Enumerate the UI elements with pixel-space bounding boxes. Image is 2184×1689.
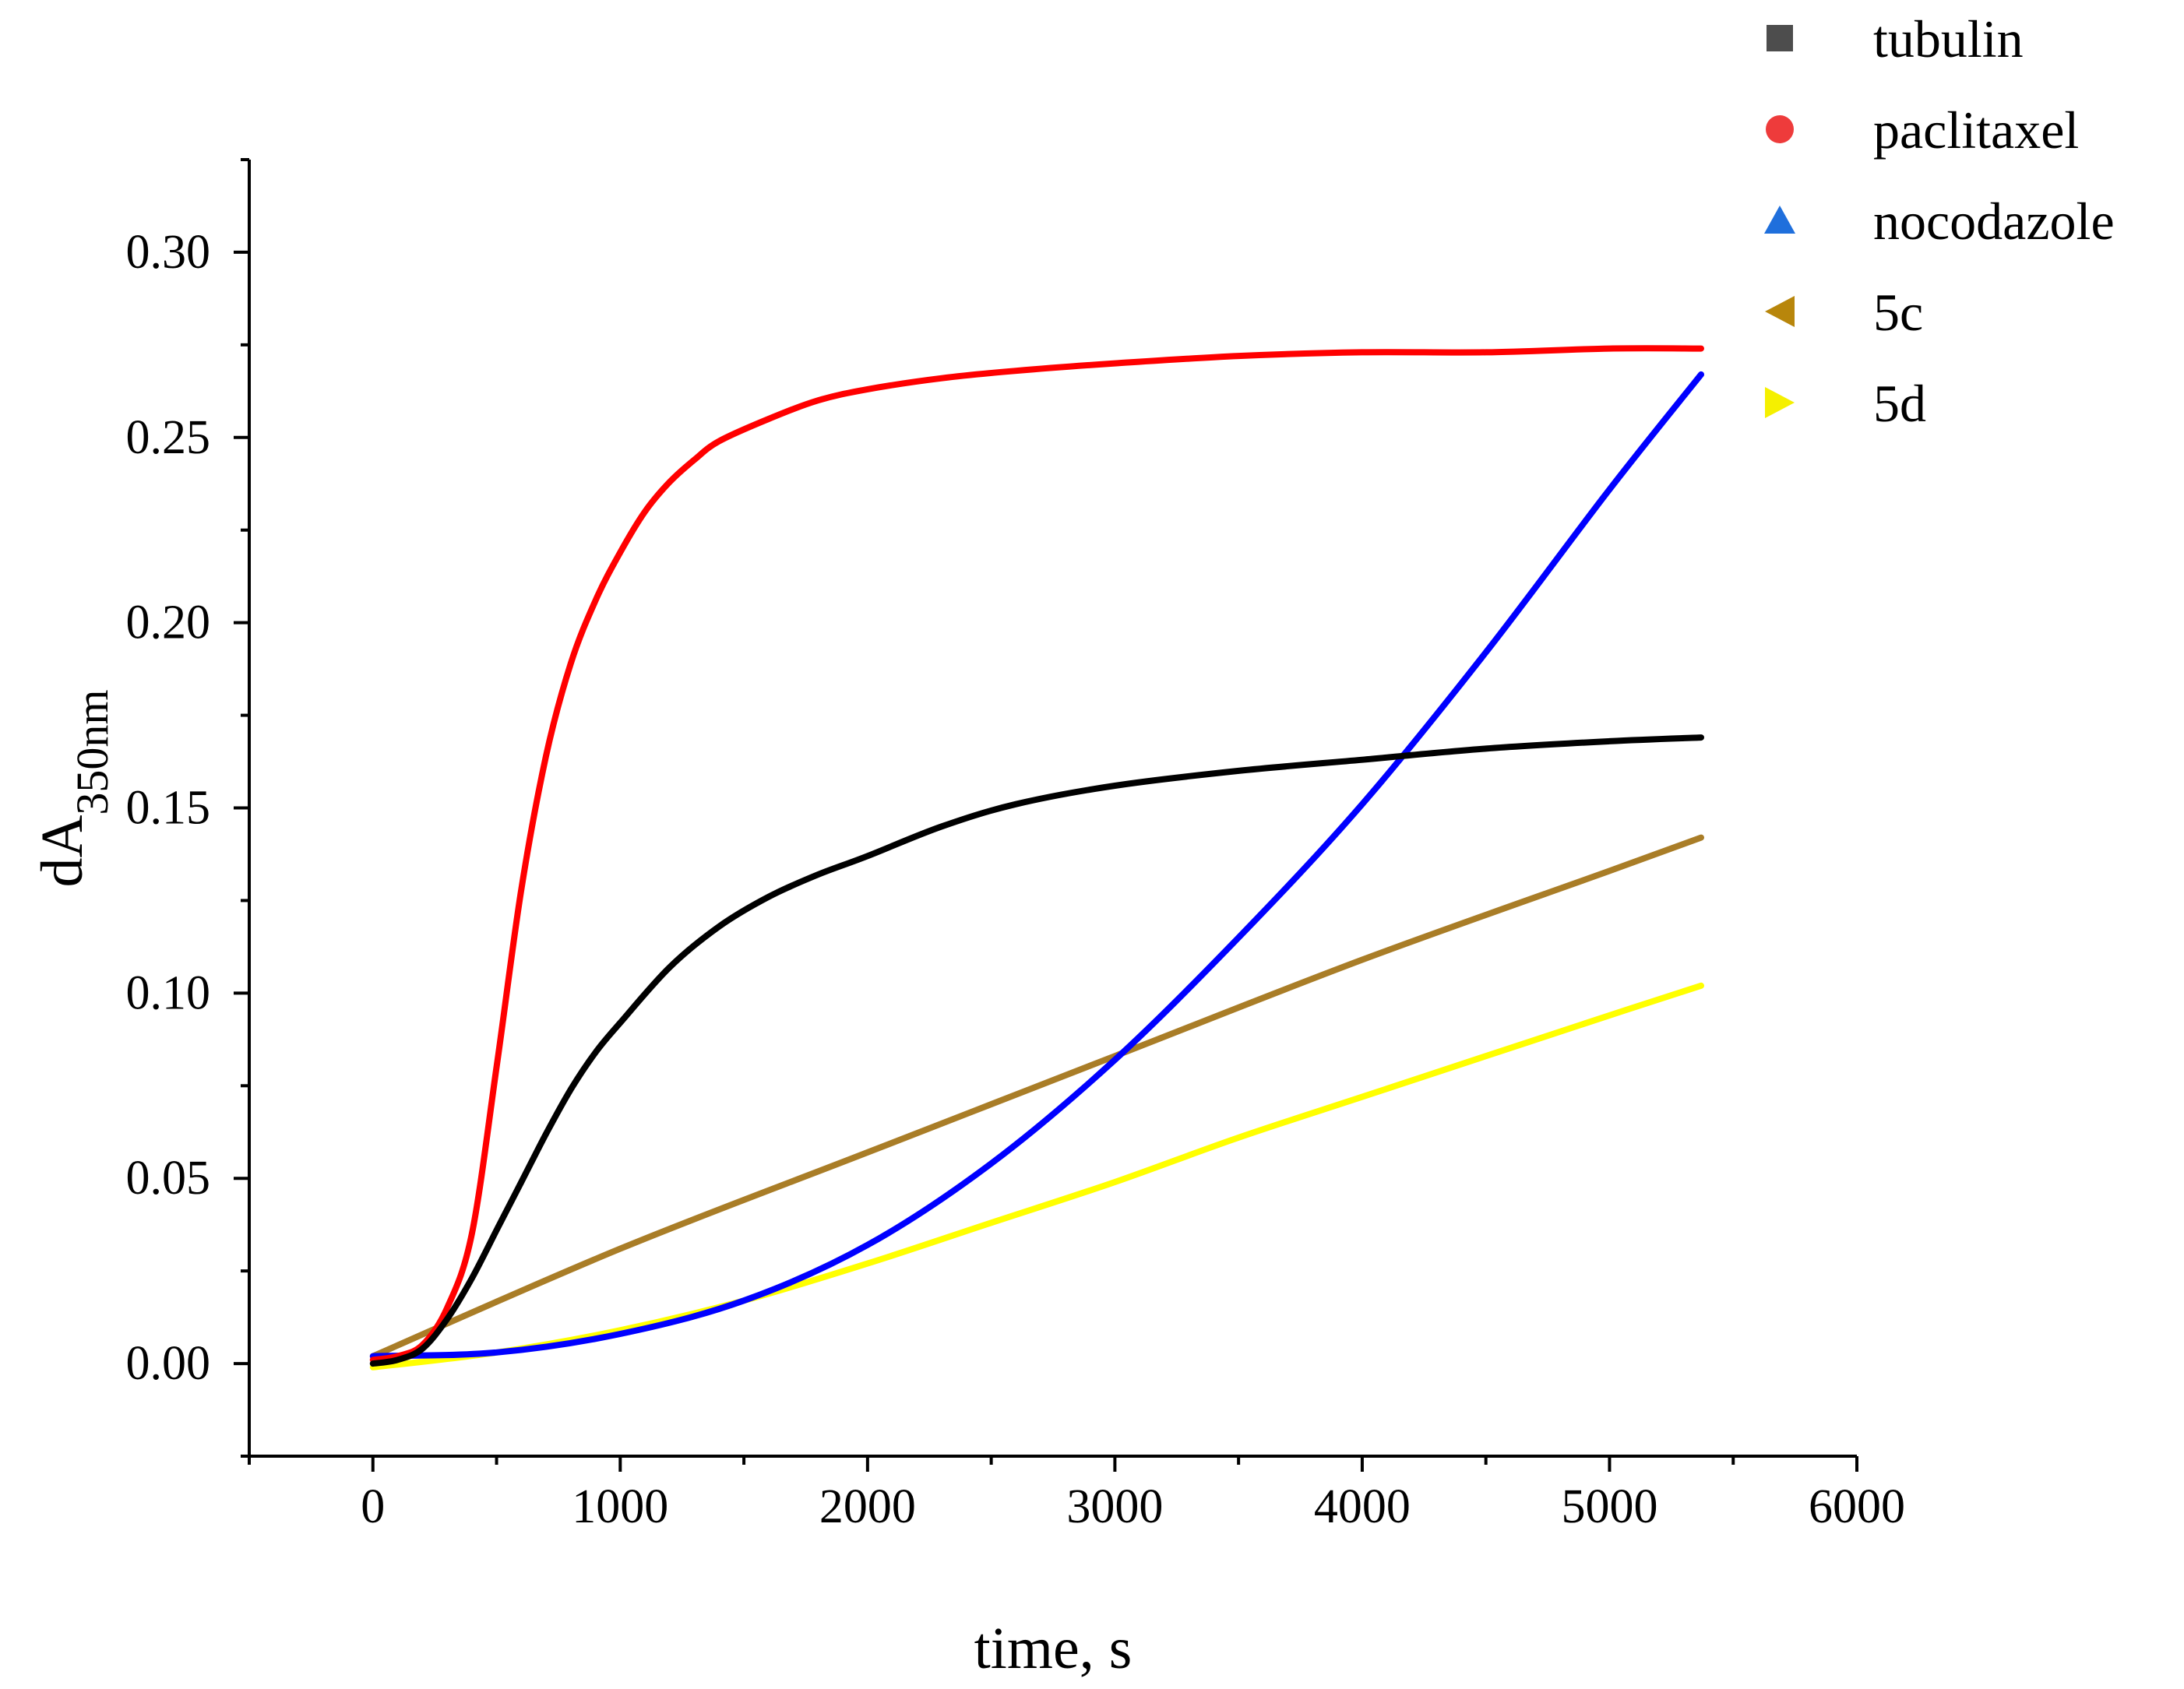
axis-ticks: 0 1000 2000 3000 4000 5000 6000 0.00 0.05 0.10 0.1…	[126, 158, 1905, 1533]
series-line-nocodazole	[369, 371, 1704, 1360]
series-lines	[369, 345, 1704, 1371]
legend-label-5c: 5c	[1873, 283, 1923, 342]
legend-marker-nocodazole	[1764, 206, 1795, 234]
legend-label-paclitaxel: paclitaxel	[1873, 100, 2079, 160]
series-line-5d	[369, 982, 1704, 1371]
x-axis-title: time, s	[974, 1616, 1133, 1681]
y-axis-title-subscript: 350nm	[67, 689, 118, 815]
x-tick-label: 0	[361, 1480, 385, 1533]
y-tick-label: 0.15	[126, 782, 211, 835]
legend-label-nocodazole: nocodazole	[1873, 192, 2115, 251]
axes	[248, 160, 1857, 1458]
legend: tubulin paclitaxel nocodazole 5c 5d	[1764, 9, 2115, 433]
y-tick-label: 0.25	[126, 411, 211, 464]
legend-marker-tubulin	[1767, 25, 1793, 51]
y-tick-label: 0.10	[126, 966, 211, 1019]
x-tick-label: 5000	[1561, 1480, 1657, 1533]
series-line-5c	[369, 834, 1704, 1360]
y-tick-label: 0.20	[126, 596, 211, 649]
y-tick-label: 0.00	[126, 1337, 211, 1390]
x-tick-label: 1000	[572, 1480, 668, 1533]
x-tick-label: 3000	[1066, 1480, 1163, 1533]
legend-marker-5d	[1765, 387, 1795, 418]
series-line-paclitaxel	[369, 345, 1704, 1364]
y-tick-label: 0.05	[126, 1152, 211, 1205]
x-tick-label: 4000	[1314, 1480, 1411, 1533]
series-line-tubulin	[369, 734, 1704, 1367]
x-tick-label: 6000	[1809, 1480, 1905, 1533]
legend-marker-5c	[1765, 296, 1795, 327]
y-axis-title-main: dA	[30, 815, 95, 888]
y-axis-title: dA350nm	[30, 689, 118, 887]
legend-marker-paclitaxel	[1766, 115, 1794, 143]
x-tick-label: 2000	[819, 1480, 916, 1533]
y-tick-label: 0.30	[126, 226, 211, 279]
legend-label-5d: 5d	[1873, 374, 1926, 433]
legend-label-tubulin: tubulin	[1873, 9, 2024, 69]
